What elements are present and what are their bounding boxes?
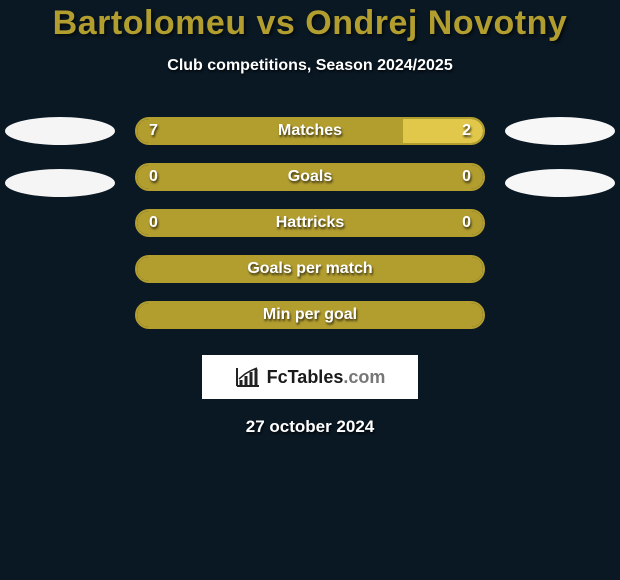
player1-shape bbox=[5, 169, 115, 197]
subtitle: Club competitions, Season 2024/2025 bbox=[0, 57, 620, 75]
stat-bar: Min per goal bbox=[135, 301, 485, 329]
stat-bar: Goals per match bbox=[135, 255, 485, 283]
comparison-card: Bartolomeu vs Ondrej Novotny Club compet… bbox=[0, 0, 620, 437]
bar-fill-player2 bbox=[403, 119, 483, 143]
fctables-logo[interactable]: FcTables.com bbox=[202, 355, 418, 399]
stat-bar: 72Matches bbox=[135, 117, 485, 145]
bar-chart-icon bbox=[235, 366, 261, 388]
stat-row: Goals per match bbox=[0, 255, 620, 283]
bar-fill-player1 bbox=[137, 303, 483, 327]
stat-row: Min per goal bbox=[0, 301, 620, 329]
stat-bar: 00Hattricks bbox=[135, 209, 485, 237]
stat-row: 00Hattricks bbox=[0, 209, 620, 237]
bar-fill-player1 bbox=[137, 165, 483, 189]
page-title: Bartolomeu vs Ondrej Novotny bbox=[0, 4, 620, 43]
stat-row: 72Matches bbox=[0, 117, 620, 145]
stat-rows: 72Matches 00Goals 00Hattricks Goals per mat… bbox=[0, 117, 620, 329]
player2-shape bbox=[505, 117, 615, 145]
stat-bar: 00Goals bbox=[135, 163, 485, 191]
logo-text: FcTables.com bbox=[267, 367, 386, 388]
bar-fill-player1 bbox=[137, 211, 483, 235]
bar-fill-player1 bbox=[137, 119, 403, 143]
player1-shape bbox=[5, 117, 115, 145]
bar-fill-player1 bbox=[137, 257, 483, 281]
stat-row: 00Goals bbox=[0, 163, 620, 191]
date-label: 27 october 2024 bbox=[0, 417, 620, 437]
player2-shape bbox=[505, 169, 615, 197]
